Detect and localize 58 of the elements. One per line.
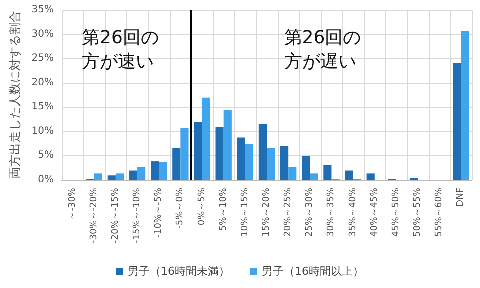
y-tick-label: 10% [32,126,54,137]
y-tick-label: 35% [32,4,54,16]
y-tick-label: 5% [38,150,54,162]
bar [288,167,297,180]
x-tick-label: 5%～10% [218,188,229,232]
x-tick-label: 15%～20% [262,188,272,238]
bar [461,31,470,180]
legend-label: 男子（16時間未満） [128,265,230,278]
bar [172,148,181,180]
bar [180,128,189,180]
bar [366,174,375,180]
y-tick-label: 30% [32,28,54,40]
x-tick-label: -20%～-15% [110,188,121,244]
x-tick-label: -10%～-5% [154,188,164,238]
x-tick-label: 50%～55% [413,188,424,238]
bar [202,98,210,180]
x-tick-label: 45%～50% [391,188,402,238]
bar [237,138,246,180]
bar [245,144,254,180]
annotation: 第26回の方が速い [82,28,159,72]
bar [159,162,168,180]
x-tick-label: 20%～25% [284,188,294,238]
x-tick-label: ～-30% [68,188,78,220]
bar [324,165,332,180]
x-tick-label: 0%～5% [197,188,208,226]
bar [345,170,354,180]
bar [267,148,276,180]
bar [194,122,202,180]
bar [138,167,146,180]
y-tick-label: 15% [32,102,54,113]
x-tick-label: -5%～0% [176,188,186,229]
y-tick-label: 20% [32,77,54,88]
bar [258,124,267,180]
legend-label: 男子（16時間以上） [262,265,364,278]
bar [129,170,138,180]
x-tick-label: 25%～30% [305,188,316,238]
bar [151,162,160,180]
y-tick-label: 0% [38,174,54,186]
annotation: 第26回の方が遅い [284,28,362,72]
x-tick-label: -30%～-20% [89,188,100,244]
bar [310,174,318,180]
y-tick-label: 25% [32,53,54,64]
y-axis-title: 両方出走した人数に対する割合 [8,11,22,179]
bar [94,174,102,180]
x-tick-label: 40%～45% [370,188,380,238]
bar [216,128,224,180]
x-tick-label: -15%～-10% [132,188,143,244]
x-tick-label: 30%～35% [326,188,337,238]
x-tick-label: 35%～40% [348,188,358,238]
bar [453,63,462,180]
bar [224,110,232,180]
bar [302,156,310,180]
bar [280,146,289,180]
x-tick-label: 55%～60% [434,188,445,238]
bar [116,174,124,180]
bar [108,176,116,180]
x-tick-label: 10%～15% [240,188,250,238]
x-tick-label: DNF [456,188,466,207]
